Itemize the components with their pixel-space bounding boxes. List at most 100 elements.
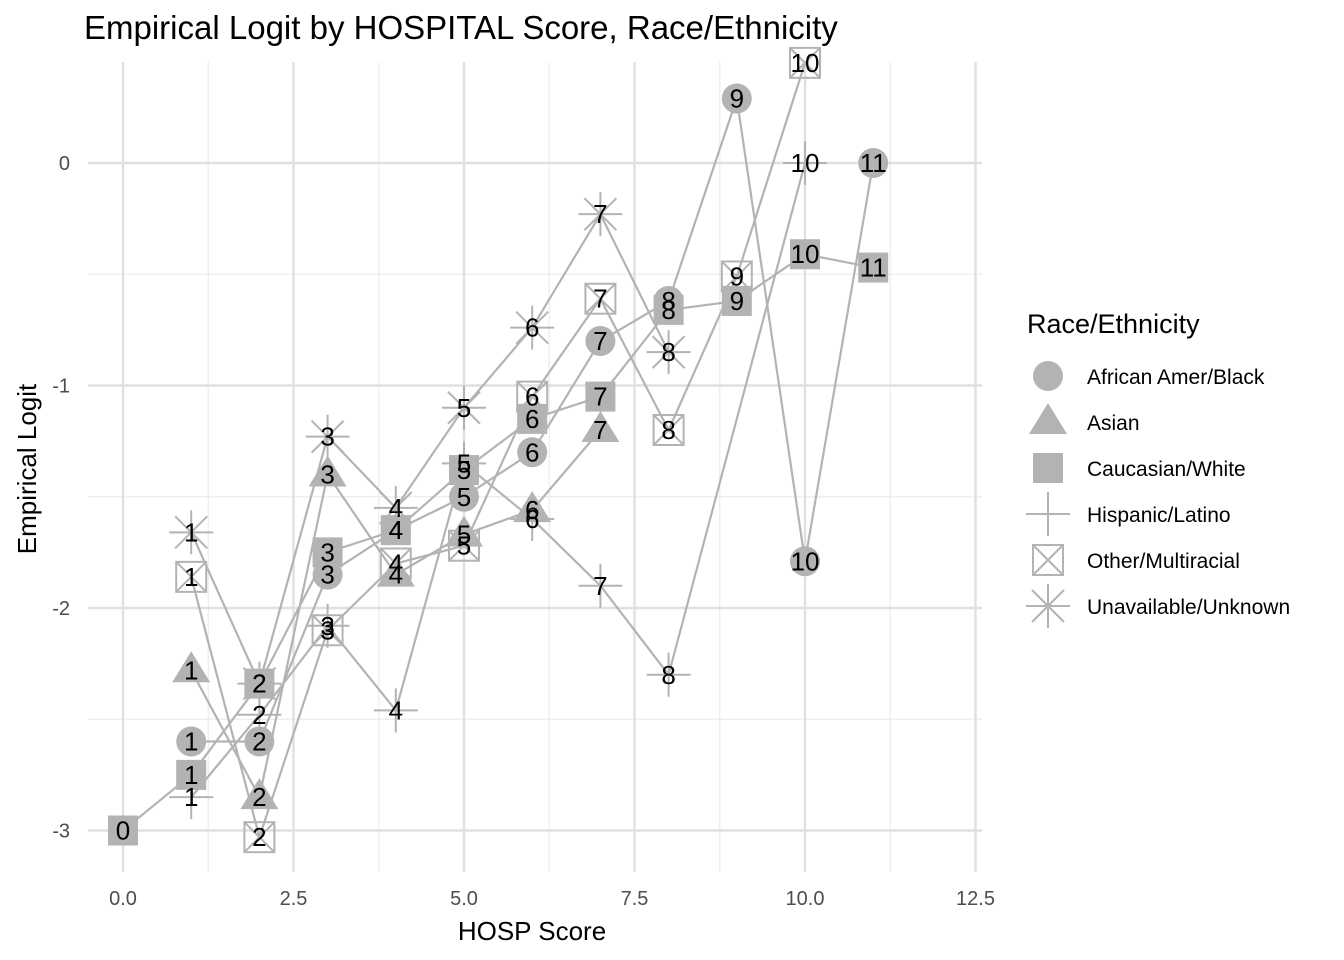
data-label: 3 [320, 611, 334, 641]
y-axis-title: Empirical Logit [12, 383, 42, 554]
data-point-african-amer-black [585, 326, 616, 356]
data-point-caucasian-white [517, 403, 548, 434]
data-point-other-multiracial [448, 529, 480, 562]
data-point-other-multiracial [720, 260, 753, 293]
data-label: 7 [593, 415, 607, 445]
legend-key-african-amer-black [1033, 361, 1063, 391]
series-line-unavailable-unknown [190, 211, 670, 687]
data-label: 3 [320, 560, 334, 590]
data-label: 10 [791, 546, 820, 576]
data-label: 9 [730, 83, 744, 113]
legend-label: Unavailable/Unknown [1087, 596, 1290, 619]
data-label: 2 [252, 700, 266, 730]
data-point-other-multiracial [652, 414, 685, 446]
data-label: 5 [457, 448, 471, 478]
data-point-african-amer-black [721, 83, 752, 114]
data-label: 5 [457, 455, 471, 485]
data-label: 1 [184, 782, 198, 812]
data-label: 5 [457, 520, 471, 550]
data-point-unavailable-unknown [237, 661, 282, 706]
data-point-caucasian-white [312, 537, 343, 568]
data-label: 8 [661, 337, 675, 367]
data-label: 10 [791, 239, 820, 269]
data-point-unavailable-unknown [373, 485, 418, 530]
legend-key-other-multiracial [1032, 544, 1064, 576]
data-point-caucasian-white [108, 815, 138, 846]
data-label: 9 [730, 286, 744, 316]
data-label: 6 [525, 495, 539, 525]
data-label: 7 [593, 284, 607, 314]
data-label: 7 [593, 382, 607, 412]
data-label: 2 [252, 822, 266, 852]
legend: Race/Ethnicity African Amer/Black Asian Ca… [1026, 309, 1290, 628]
data-point-african-amer-black [176, 726, 207, 757]
data-label: 11 [860, 253, 887, 283]
data-label: 5 [457, 531, 471, 561]
y-tick-label: 0 [59, 153, 70, 175]
data-point-asian [308, 455, 347, 487]
data-label: 6 [525, 404, 539, 434]
data-label: 1 [184, 727, 198, 757]
data-label: 8 [661, 660, 675, 690]
data-label: 2 [252, 669, 266, 699]
data-label: 3 [320, 460, 334, 490]
x-axis-ticks: 0.0 2.5 5.0 7.5 10.0 12.5 [109, 888, 995, 910]
data-point-african-amer-black [517, 437, 548, 468]
data-label: 5 [457, 393, 471, 423]
legend-label: Hispanic/Latino [1087, 504, 1231, 527]
data-point-unavailable-unknown [442, 385, 486, 430]
x-tick-label: 10.0 [786, 888, 825, 910]
data-point-other-multiracial [243, 821, 276, 854]
data-label: 11 [860, 148, 887, 178]
data-point-other-multiracial [584, 282, 617, 315]
legend-label: Asian [1087, 412, 1140, 435]
series-line-hispanic-latino [190, 162, 807, 798]
data-point-hispanic-latino [510, 497, 555, 541]
data-point-african-amer-black [244, 726, 275, 757]
data-label: 7 [593, 571, 607, 601]
data-label: 8 [661, 415, 675, 445]
legend-key-asian [1029, 403, 1067, 434]
data-point-asian [581, 411, 620, 442]
data-label: 8 [661, 295, 675, 325]
data-point-unavailable-unknown [510, 305, 555, 350]
data-label: 3 [320, 537, 334, 567]
data-label: 5 [457, 482, 471, 512]
legend-title: Race/Ethnicity [1027, 309, 1200, 339]
data-label: 2 [252, 669, 266, 699]
data-point-other-multiracial [175, 560, 208, 593]
data-label: 6 [525, 382, 539, 412]
legend-label: Caucasian/White [1087, 458, 1246, 481]
data-point-unavailable-unknown [169, 510, 214, 555]
data-point-other-multiracial [379, 547, 412, 580]
data-label: 7 [593, 199, 607, 229]
data-label: 9 [730, 261, 744, 291]
data-point-hispanic-latino [373, 688, 418, 733]
x-tick-label: 7.5 [621, 888, 649, 910]
data-point-caucasian-white [653, 294, 684, 325]
data-point-unavailable-unknown [646, 330, 691, 375]
x-axis-title: HOSP Score [458, 916, 606, 946]
data-point-african-amer-black [790, 546, 820, 577]
legend-label: Other/Multiracial [1087, 550, 1240, 573]
series-line-other-multiracial [190, 62, 807, 842]
data-label: 4 [389, 560, 403, 590]
data-label: 4 [389, 515, 403, 545]
data-point-other-multiracial [789, 46, 821, 79]
data-label: 2 [252, 782, 266, 812]
data-point-african-amer-black [449, 481, 479, 512]
data-label: 3 [320, 615, 334, 645]
grid [88, 62, 982, 872]
legend-key-caucasian-white [1033, 453, 1063, 483]
data-label: 4 [389, 695, 403, 725]
data-label: 6 [525, 313, 539, 343]
data-point-caucasian-white [790, 239, 820, 270]
data-label: 1 [184, 562, 198, 592]
data-label: 10 [791, 48, 820, 78]
data-point-asian [240, 778, 279, 810]
data-label: 0 [116, 816, 130, 846]
data-point-hispanic-latino [578, 563, 623, 608]
chart-title: Empirical Logit by HOSPITAL Score, Race/… [84, 9, 838, 46]
y-tick-label: -2 [52, 598, 70, 620]
